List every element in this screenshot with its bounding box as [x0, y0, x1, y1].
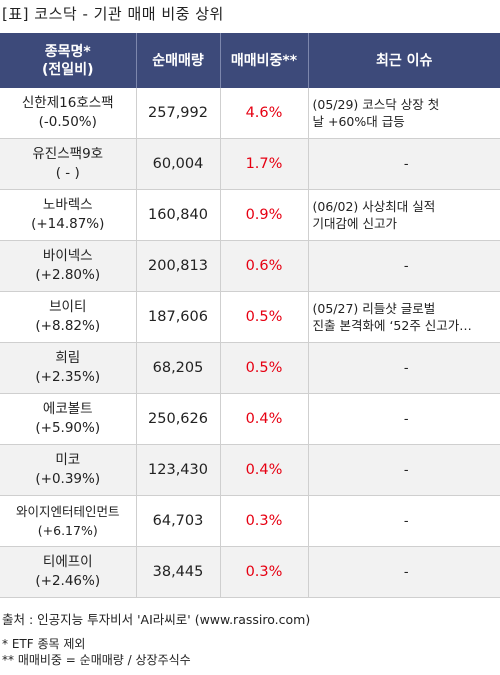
issue-line-1: (06/02) 사상최대 실적: [312, 199, 436, 214]
header-volume: 순매매량: [136, 33, 221, 88]
recent-issue: -: [308, 342, 500, 394]
issue-line-1: -: [403, 156, 409, 172]
trading-ratio: 0.5%: [220, 291, 309, 343]
net-volume: 160,840: [136, 189, 221, 241]
issue-line-1: -: [403, 462, 409, 478]
table-row: 바이넥스 (+2.80%) 200,813 0.6% -: [0, 240, 500, 292]
stock-name: 브이티: [49, 299, 87, 315]
table-row: 미코 (+0.39%) 123,430 0.4% -: [0, 444, 500, 496]
header-issue: 최근 이슈: [308, 33, 500, 88]
stock-name: 미코: [55, 452, 81, 468]
stock-change: (+2.46%): [35, 573, 101, 589]
issue-line-1: -: [403, 513, 409, 529]
stock-name: 와이지엔터테인먼트: [15, 504, 120, 519]
stock-name-cell: 유진스팩9호 ( - ): [0, 138, 137, 190]
table-row: 희림 (+2.35%) 68,205 0.5% -: [0, 342, 500, 394]
trading-ratio: 4.6%: [220, 88, 309, 139]
table-row: 유진스팩9호 ( - ) 60,004 1.7% -: [0, 138, 500, 190]
net-volume: 187,606: [136, 291, 221, 343]
header-ratio: 매매비중**: [220, 33, 309, 88]
trading-ratio: 0.9%: [220, 189, 309, 241]
stock-change: (+2.80%): [35, 267, 101, 283]
trading-ratio: 0.6%: [220, 240, 309, 292]
net-volume: 257,992: [136, 88, 221, 139]
issue-line-2: 진출 본격화에 ‘52주 신고가…: [312, 318, 472, 333]
stock-change: (+8.82%): [35, 318, 101, 334]
trading-ratio: 0.3%: [220, 495, 309, 547]
stock-change: (+0.39%): [35, 471, 101, 487]
source-note: 출처 : 인공지능 투자비서 'AI라씨로' (www.rassiro.com): [2, 612, 311, 627]
stock-name: 노바렉스: [42, 197, 93, 213]
issue-line-1: -: [403, 360, 409, 376]
footnote-ratio: ** 매매비중 = 순매매량 / 상장주식수: [2, 653, 191, 667]
trading-ratio: 0.3%: [220, 546, 309, 598]
stock-change: (+6.17%): [37, 523, 98, 538]
recent-issue: -: [308, 444, 500, 496]
trading-ratio: 0.4%: [220, 444, 309, 496]
header-name-line1: 종목명*: [44, 43, 91, 60]
issue-line-1: -: [403, 564, 409, 580]
stock-name: 바이넥스: [42, 248, 93, 264]
footnote-etf: * ETF 종목 제외: [2, 637, 86, 651]
stock-name: 에코볼트: [42, 401, 93, 417]
table-row: 신한제16호스팩 (-0.50%) 257,992 4.6% (05/29) 코스닥 상…: [0, 88, 500, 139]
net-volume: 200,813: [136, 240, 221, 292]
trading-ratio: 0.4%: [220, 393, 309, 445]
stock-name-cell: 희림 (+2.35%): [0, 342, 137, 394]
stock-name-cell: 바이넥스 (+2.80%): [0, 240, 137, 292]
stock-change: ( - ): [55, 165, 80, 181]
header-name-line2: (전일비): [42, 61, 94, 78]
net-volume: 38,445: [136, 546, 221, 598]
stock-name-cell: 브이티 (+8.82%): [0, 291, 137, 343]
table-row: 티에프이 (+2.46%) 38,445 0.3% -: [0, 546, 500, 598]
table-row: 에코볼트 (+5.90%) 250,626 0.4% -: [0, 393, 500, 445]
table-title: [표] 코스닥 - 기관 매매 비중 상위: [2, 5, 224, 23]
issue-line-1: (05/29) 코스닥 상장 첫: [312, 97, 440, 112]
stock-name: 신한제16호스팩: [21, 95, 114, 111]
header-name: 종목명* (전일비): [0, 33, 137, 88]
stock-name: 유진스팩9호: [32, 146, 104, 162]
stock-name-cell: 노바렉스 (+14.87%): [0, 189, 137, 241]
recent-issue: -: [308, 240, 500, 292]
stock-change: (+14.87%): [31, 216, 105, 232]
net-volume: 64,703: [136, 495, 221, 547]
net-volume: 60,004: [136, 138, 221, 190]
stock-name-cell: 에코볼트 (+5.90%): [0, 393, 137, 445]
stock-name-cell: 티에프이 (+2.46%): [0, 546, 137, 598]
issue-line-1: -: [403, 258, 409, 274]
stock-name: 티에프이: [42, 554, 93, 570]
recent-issue: -: [308, 495, 500, 547]
table-header-row: 종목명* (전일비) 순매매량 매매비중** 최근 이슈: [0, 33, 500, 88]
issue-line-1: (05/27) 리들샷 글로벌: [312, 301, 436, 316]
stock-change: (+2.35%): [35, 369, 101, 385]
table-row: 와이지엔터테인먼트 (+6.17%) 64,703 0.3% -: [0, 495, 500, 547]
stock-name-cell: 신한제16호스팩 (-0.50%): [0, 88, 137, 139]
recent-issue: -: [308, 546, 500, 598]
issue-line-1: -: [403, 411, 409, 427]
net-volume: 250,626: [136, 393, 221, 445]
issue-line-2: 기대감에 신고가: [312, 216, 397, 231]
stock-name-cell: 와이지엔터테인먼트 (+6.17%): [0, 495, 137, 547]
trading-ratio: 1.7%: [220, 138, 309, 190]
net-volume: 68,205: [136, 342, 221, 394]
recent-issue: -: [308, 393, 500, 445]
stock-change: (-0.50%): [38, 114, 97, 130]
stock-change: (+5.90%): [35, 420, 101, 436]
stock-name: 희림: [55, 350, 81, 366]
recent-issue: -: [308, 138, 500, 190]
net-volume: 123,430: [136, 444, 221, 496]
trading-ratio: 0.5%: [220, 342, 309, 394]
stock-name-cell: 미코 (+0.39%): [0, 444, 137, 496]
issue-line-2: 날 +60%대 급등: [312, 114, 405, 129]
trading-ratio-table: 종목명* (전일비) 순매매량 매매비중** 최근 이슈 신한제16호스팩 (-0…: [0, 33, 500, 598]
